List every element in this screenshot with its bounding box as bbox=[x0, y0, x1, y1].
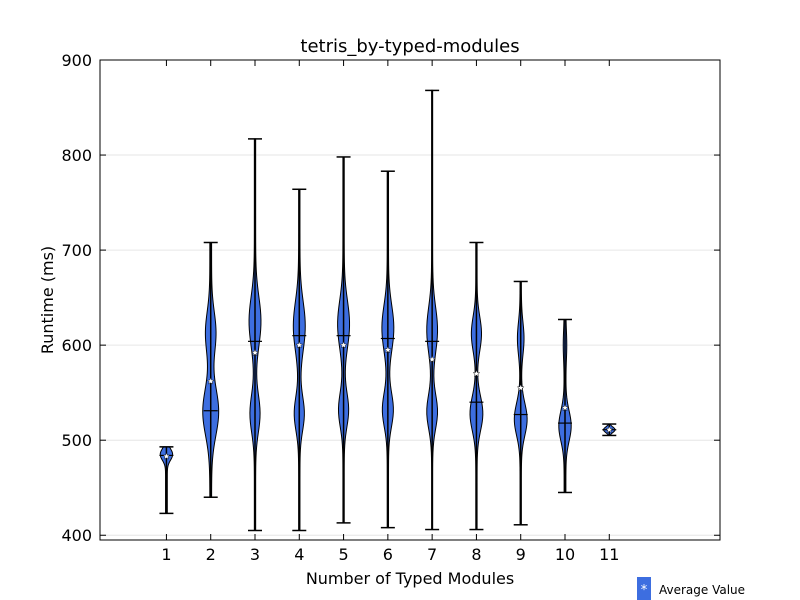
x-tick-label: 10 bbox=[555, 545, 575, 564]
mean-marker bbox=[516, 383, 525, 392]
x-tick-label: 3 bbox=[250, 545, 260, 564]
mean-marker bbox=[428, 355, 436, 363]
ticks: 400 500 600 700 800 900 1 2 3 4 5 6 7 8 9 10 11 bbox=[61, 51, 720, 564]
mean-marker bbox=[251, 348, 259, 357]
legend-swatch bbox=[637, 577, 651, 600]
y-tick-label: 800 bbox=[61, 146, 92, 165]
y-tick-label: 900 bbox=[61, 51, 92, 70]
x-tick-label: 8 bbox=[471, 545, 481, 564]
legend-label: Average Value bbox=[659, 583, 745, 597]
mean-marker bbox=[162, 452, 171, 460]
x-tick-label: 1 bbox=[161, 545, 171, 564]
mean-marker bbox=[605, 425, 614, 434]
x-tick-label: 5 bbox=[338, 545, 348, 564]
y-tick-label: 700 bbox=[61, 241, 92, 260]
y-tick-label: 600 bbox=[61, 336, 92, 355]
legend: * Average Value bbox=[637, 577, 745, 600]
legend-symbol: * bbox=[641, 583, 648, 598]
mean-marker bbox=[295, 341, 304, 349]
x-tick-label: 2 bbox=[206, 545, 216, 564]
mean-marker bbox=[561, 403, 569, 412]
x-tick-label: 6 bbox=[383, 545, 393, 564]
mean-marker bbox=[383, 345, 392, 354]
x-tick-label: 4 bbox=[294, 545, 304, 564]
x-axis-label: Number of Typed Modules bbox=[306, 569, 514, 588]
mean-marker bbox=[472, 369, 481, 377]
y-axis-label: Runtime (ms) bbox=[38, 246, 57, 354]
x-tick-label: 9 bbox=[516, 545, 526, 564]
violins bbox=[159, 89, 617, 532]
chart-title: tetris_by-typed-modules bbox=[300, 36, 519, 57]
plot-frame bbox=[99, 59, 721, 541]
y-tick-label: 500 bbox=[61, 431, 92, 450]
y-tick-label: 400 bbox=[61, 526, 92, 545]
x-tick-label: 7 bbox=[427, 545, 437, 564]
mean-marker bbox=[206, 377, 215, 385]
x-tick-label: 11 bbox=[599, 545, 619, 564]
mean-marker bbox=[339, 341, 348, 349]
